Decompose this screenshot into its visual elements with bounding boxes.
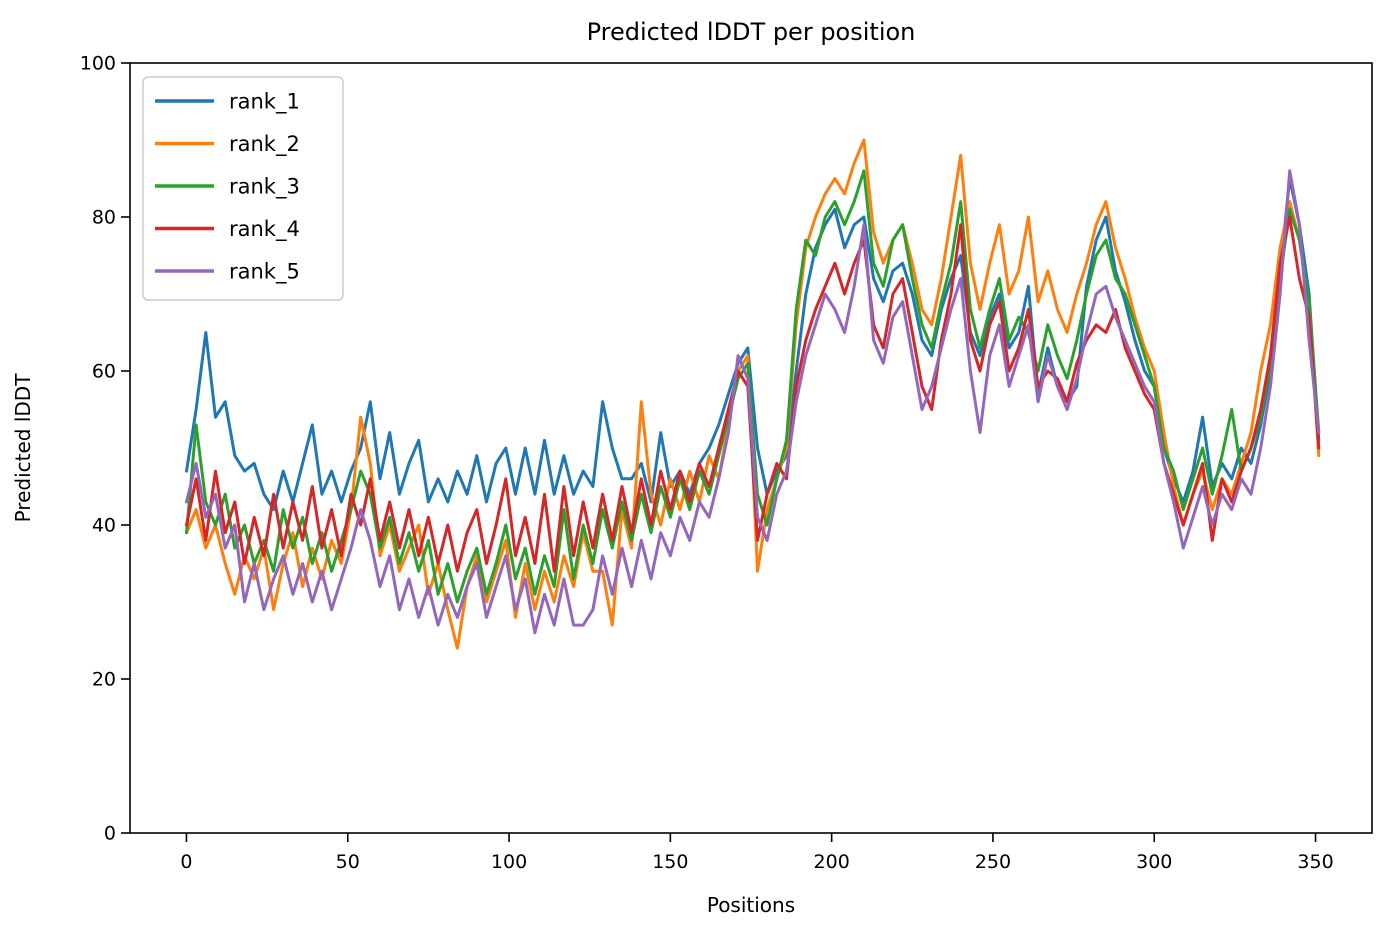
x-tick-label: 200 (814, 851, 850, 873)
x-tick-label: 150 (652, 851, 688, 873)
legend-label-rank_5: rank_5 (229, 260, 300, 285)
x-tick-label: 250 (975, 851, 1011, 873)
x-tick-label: 50 (336, 851, 360, 873)
series-group (185, 138, 1321, 650)
series-line-rank_5 (185, 169, 1321, 635)
x-tick-label: 300 (1136, 851, 1172, 873)
y-tick-label: 60 (92, 361, 116, 383)
y-tick-label: 40 (92, 515, 116, 537)
x-tick-label: 100 (491, 851, 527, 873)
y-axis-label: Predicted lDDT (11, 373, 35, 523)
legend-label-rank_4: rank_4 (229, 217, 300, 242)
ticks-group: 0 50 100 150 200 250 300 350 0 20 40 60 80 100 (80, 53, 1334, 874)
x-tick-label: 350 (1297, 851, 1333, 873)
legend: rank_1 rank_2 rank_3 rank_4 rank_5 (142, 76, 344, 301)
x-axis-label: Positions (707, 893, 795, 917)
y-tick-label: 80 (92, 207, 116, 229)
y-tick-label: 0 (104, 823, 116, 845)
legend-label-rank_2: rank_2 (229, 132, 300, 157)
chart-title: Predicted lDDT per position (587, 18, 916, 46)
plot-border (129, 62, 1373, 834)
series-line-rank_1 (185, 177, 1321, 512)
legend-label-rank_3: rank_3 (229, 175, 300, 200)
y-tick-label: 20 (92, 669, 116, 691)
legend-box (142, 76, 344, 301)
x-tick-label: 0 (180, 851, 192, 873)
y-tick-label: 100 (80, 53, 116, 75)
legend-label-rank_1: rank_1 (229, 90, 300, 115)
